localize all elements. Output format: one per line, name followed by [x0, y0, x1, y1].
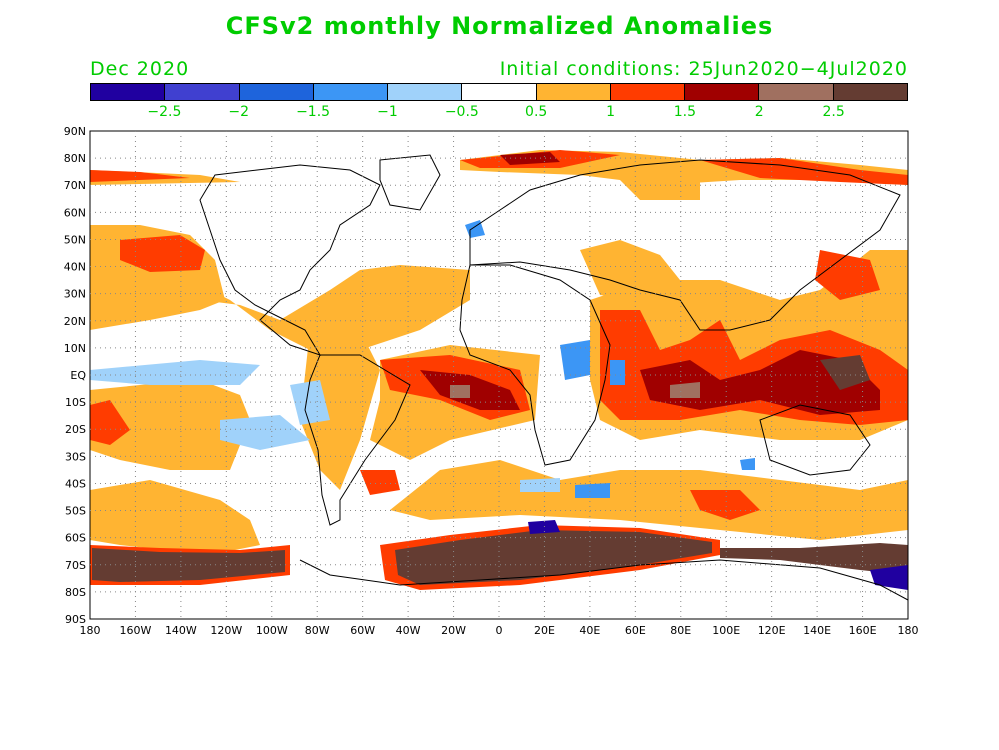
colorbar-label: −1 [377, 104, 398, 120]
colorbar-label: 2.5 [822, 104, 845, 120]
lon-tick-label: 60E [625, 624, 646, 637]
lat-tick-label: 80S [65, 586, 86, 599]
lon-tick-label: 120W [210, 624, 242, 637]
lon-tick-label: 100W [256, 624, 288, 637]
lon-tick-label: 0 [496, 624, 503, 637]
colorbar-swatch [685, 84, 760, 100]
lat-tick-label: 50S [65, 505, 86, 518]
lon-tick-label: 20E [534, 624, 555, 637]
lat-tick-label: 20S [65, 423, 86, 436]
colorbar-label: −0.5 [444, 104, 479, 120]
chart-title: CFSv2 monthly Normalized Anomalies [225, 12, 774, 40]
lon-tick-label: 60W [350, 624, 375, 637]
lon-tick-label: 40W [396, 624, 421, 637]
lat-tick-label: EQ [70, 369, 86, 382]
lon-tick-label: 140E [803, 624, 831, 637]
lat-tick-label: 10S [65, 396, 86, 409]
colorbar-label: −2 [228, 104, 250, 120]
colorbar-label: −2.5 [147, 104, 182, 120]
colorbar-swatch [91, 84, 166, 100]
anomaly-fields [90, 150, 908, 590]
lon-tick-label: 180 [80, 624, 101, 637]
forecast-month: Dec 2020 [90, 58, 190, 80]
lat-tick-label: 90S [65, 613, 86, 626]
lon-tick-label: 40E [579, 624, 600, 637]
colorbar-swatch [388, 84, 463, 100]
lon-tick-label: 120E [758, 624, 786, 637]
lat-tick-label: 40S [65, 477, 86, 490]
initial-conditions: Initial conditions: 25Jun2020−4Jul2020 [499, 58, 908, 80]
lat-tick-label: 60S [65, 532, 86, 545]
lon-tick-label: 80E [670, 624, 691, 637]
colorbar-swatch [610, 84, 686, 100]
colorbar-label: 1 [606, 104, 615, 120]
colorbar-swatch [833, 84, 907, 100]
lat-tick-label: 30S [65, 450, 86, 463]
lat-tick-label: 20N [64, 315, 86, 328]
coastlines [199, 154, 908, 601]
lon-tick-label: 80W [305, 624, 330, 637]
lat-tick-label: 50N [64, 233, 86, 246]
lon-tick-label: 160E [849, 624, 877, 637]
colorbar-label: 2 [754, 104, 764, 120]
colorbar [90, 83, 908, 101]
lat-tick-label: 80N [64, 152, 86, 165]
lat-tick-label: 40N [64, 261, 86, 274]
colorbar-swatch [759, 84, 834, 100]
lon-tick-label: 180 [898, 624, 919, 637]
lon-tick-label: 20W [441, 624, 466, 637]
colorbar-label: 1.5 [673, 104, 697, 120]
colorbar-swatch [536, 84, 611, 100]
colorbar-label: 0.5 [525, 104, 548, 120]
lon-tick-label: 140W [165, 624, 197, 637]
colorbar-label: −1.5 [296, 104, 331, 120]
lat-tick-label: 70N [64, 179, 86, 192]
colorbar-swatch [462, 84, 537, 100]
colorbar-swatch [165, 84, 240, 100]
lon-tick-label: 160W [120, 624, 152, 637]
axis-labels: 90N 80N 70N 60N 50N 40N 30N 20N 10N EQ 10S 20S 30S 40… [64, 125, 919, 637]
lat-tick-label: 30N [64, 288, 86, 301]
lat-tick-label: 70S [65, 559, 86, 572]
lat-tick-label: 60N [64, 206, 86, 219]
colorbar-swatch [239, 84, 314, 100]
lat-tick-label: 90N [64, 125, 86, 138]
colorbar-swatch [313, 84, 389, 100]
lat-tick-label: 10N [64, 342, 86, 355]
lon-tick-label: 100E [712, 624, 740, 637]
